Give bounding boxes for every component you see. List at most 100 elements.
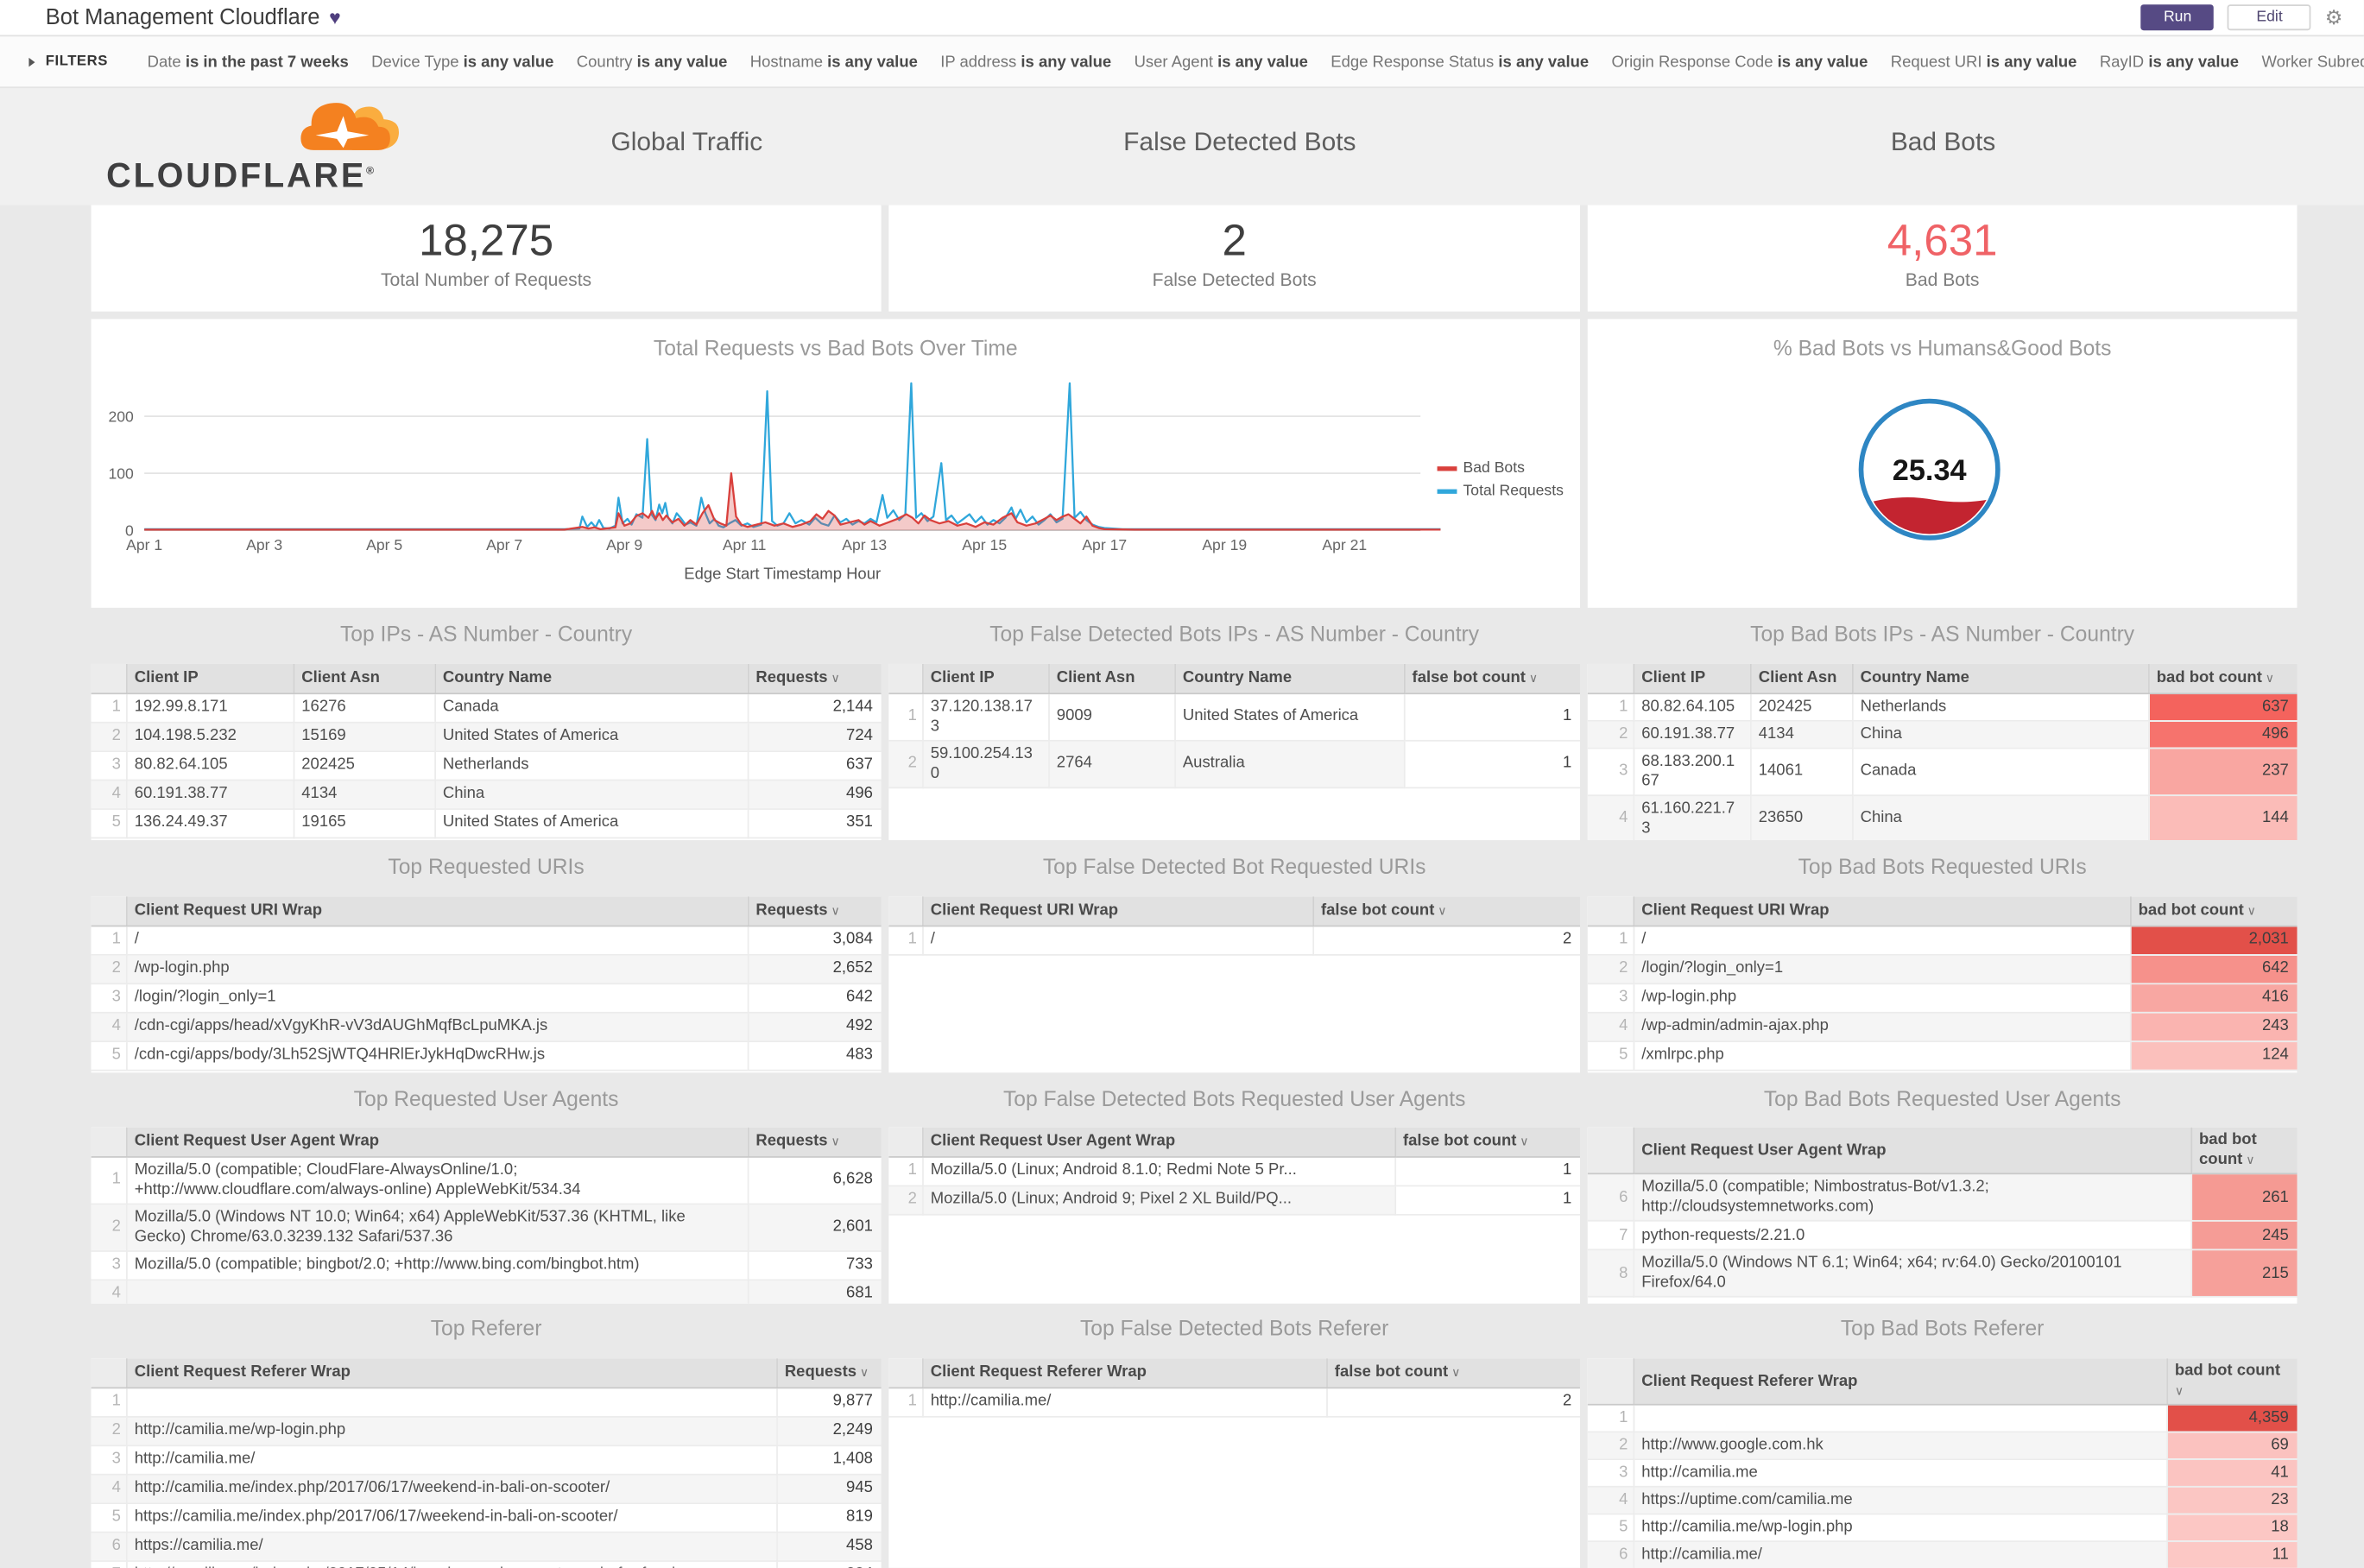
table-cell[interactable]: python-requests/2.21.0	[1633, 1220, 2192, 1251]
column-header[interactable]: Client Asn	[293, 663, 436, 694]
table-cell[interactable]: Mozilla/5.0 (Linux; Android 9; Pixel 2 X…	[922, 1185, 1396, 1215]
table-cell[interactable]: 642	[2129, 954, 2298, 984]
table-cell[interactable]: United States of America	[434, 808, 749, 838]
table-cell[interactable]: 483	[747, 1040, 882, 1071]
table-cell[interactable]: http://camilia.me/index.php/2017/06/17/w…	[126, 1473, 778, 1504]
table-cell[interactable]: http://camilia.me	[1633, 1459, 2168, 1488]
table-cell[interactable]: 2764	[1048, 739, 1176, 788]
filter-item[interactable]: Date is in the past 7 weeks	[148, 53, 349, 71]
table-cell[interactable]: 1	[1403, 692, 1580, 741]
table-cell[interactable]: 2	[1312, 925, 1580, 955]
table-cell[interactable]	[126, 1279, 749, 1304]
table-cell[interactable]: Mozilla/5.0 (compatible; CloudFlare-Alwa…	[126, 1156, 749, 1204]
table-cell[interactable]: 819	[776, 1502, 882, 1533]
table-cell[interactable]: 458	[776, 1531, 882, 1561]
table-cell[interactable]: 3,084	[747, 925, 882, 955]
table-cell[interactable]: Mozilla/5.0 (Windows NT 6.1; Win64; x64;…	[1633, 1249, 2192, 1298]
table-cell[interactable]: 351	[747, 808, 882, 838]
table-cell[interactable]: 37.120.138.173	[922, 692, 1050, 741]
table-cell[interactable]: 2,652	[747, 954, 882, 984]
table-cell[interactable]: 23650	[1750, 794, 1853, 841]
filter-item[interactable]: Request URI is any value	[1891, 53, 2077, 71]
column-header[interactable]: Client IP	[126, 663, 294, 694]
table-cell[interactable]: United States of America	[1174, 692, 1405, 741]
table-cell[interactable]: Canada	[1851, 747, 2149, 796]
table-cell[interactable]: 4,359	[2166, 1404, 2298, 1433]
table-cell[interactable]: 637	[2148, 692, 2298, 721]
run-button[interactable]: Run	[2140, 4, 2215, 31]
column-header[interactable]: Client Request URI Wrap	[126, 896, 749, 926]
table-cell[interactable]	[126, 1387, 778, 1417]
table-cell[interactable]: 136.24.49.37	[126, 808, 294, 838]
table-cell[interactable]: /	[126, 925, 749, 955]
table-cell[interactable]: 243	[2129, 1011, 2298, 1042]
table-cell[interactable]: 69	[2166, 1432, 2298, 1460]
filter-item[interactable]: Worker Subrequest is...	[2261, 53, 2363, 71]
filters-label[interactable]: FILTERS	[45, 53, 108, 70]
table-cell[interactable]: 2,601	[747, 1203, 882, 1252]
gear-icon[interactable]: ⚙	[2324, 6, 2343, 29]
table-cell[interactable]: 2,031	[2129, 925, 2298, 955]
table-cell[interactable]: 124	[2129, 1040, 2298, 1071]
table-cell[interactable]: 492	[747, 1011, 882, 1042]
table-cell[interactable]: 144	[2148, 794, 2298, 841]
legend-item[interactable]: Total Requests	[1437, 484, 1564, 500]
filter-item[interactable]: Hostname is any value	[750, 53, 918, 71]
table-cell[interactable]: http://camilia.me/index.php/2017/05/14/h…	[126, 1560, 778, 1568]
table-cell[interactable]: China	[1851, 720, 2149, 749]
filter-item[interactable]: Origin Response Code is any value	[1612, 53, 1868, 71]
table-cell[interactable]: /	[922, 925, 1314, 955]
column-header[interactable]: Client Request Referer Wrap	[126, 1358, 778, 1388]
column-header[interactable]: Client Request URI Wrap	[1633, 896, 2131, 926]
table-cell[interactable]: 9,877	[776, 1387, 882, 1417]
table-cell[interactable]: 416	[2129, 983, 2298, 1013]
table-cell[interactable]: 192.99.8.171	[126, 692, 294, 723]
column-header-sortable[interactable]: Requests ∨	[776, 1358, 882, 1388]
column-header[interactable]: Client IP	[1633, 663, 1751, 694]
table-cell[interactable]: 202425	[293, 750, 436, 781]
table-cell[interactable]: /wp-admin/admin-ajax.php	[1633, 1011, 2131, 1042]
column-header-sortable[interactable]: false bot count ∨	[1326, 1358, 1580, 1388]
table-cell[interactable]: 14061	[1750, 747, 1853, 796]
column-header[interactable]: Country Name	[434, 663, 749, 694]
edit-button[interactable]: Edit	[2228, 4, 2311, 31]
table-cell[interactable]: China	[1851, 794, 2149, 841]
column-header[interactable]: Country Name	[1851, 663, 2149, 694]
table-cell[interactable]: 1	[1394, 1156, 1580, 1186]
table-cell[interactable]: 284	[776, 1560, 882, 1568]
column-header[interactable]: Client IP	[922, 663, 1050, 694]
table-cell[interactable]: /login/?login_only=1	[126, 983, 749, 1013]
table-cell[interactable]: 80.82.64.105	[1633, 692, 1751, 721]
table-cell[interactable]: 60.191.38.77	[1633, 720, 1751, 749]
table-cell[interactable]: 237	[2148, 747, 2298, 796]
table-cell[interactable]: Australia	[1174, 739, 1405, 788]
filter-item[interactable]: User Agent is any value	[1135, 53, 1308, 71]
column-header-sortable[interactable]: bad bot count ∨	[2148, 663, 2298, 694]
column-header[interactable]: Client Request URI Wrap	[922, 896, 1314, 926]
table-cell[interactable]: 245	[2190, 1220, 2298, 1251]
table-cell[interactable]: http://camilia.me/wp-login.php	[1633, 1514, 2168, 1542]
column-header-sortable[interactable]: false bot count ∨	[1403, 663, 1580, 694]
table-cell[interactable]: 681	[747, 1279, 882, 1304]
table-cell[interactable]: /cdn-cgi/apps/body/3Lh52SjWTQ4HRlErJykHq…	[126, 1040, 749, 1071]
column-header-sortable[interactable]: false bot count ∨	[1312, 896, 1580, 926]
table-cell[interactable]: 60.191.38.77	[126, 779, 294, 809]
table-cell[interactable]: Mozilla/5.0 (compatible; bingbot/2.0; +h…	[126, 1250, 749, 1280]
column-header-sortable[interactable]: Requests ∨	[747, 663, 882, 694]
table-cell[interactable]: http://camilia.me/wp-login.php	[126, 1415, 778, 1446]
table-cell[interactable]: Mozilla/5.0 (compatible; Nimbostratus-Bo…	[1633, 1173, 2192, 1222]
table-cell[interactable]: 104.198.5.232	[126, 721, 294, 752]
table-cell[interactable]: /cdn-cgi/apps/head/xVgyKhR-vV3dAUGhMqfBc…	[126, 1011, 749, 1042]
table-cell[interactable]: 19165	[293, 808, 436, 838]
table-cell[interactable]: /wp-login.php	[1633, 983, 2131, 1013]
table-cell[interactable]: 733	[747, 1250, 882, 1280]
column-header[interactable]: Client Request User Agent Wrap	[922, 1127, 1396, 1157]
column-header[interactable]: Client Request User Agent Wrap	[126, 1127, 749, 1157]
column-header-sortable[interactable]: Requests ∨	[747, 1127, 882, 1157]
filter-item[interactable]: IP address is any value	[940, 53, 1111, 71]
table-cell[interactable]: Netherlands	[434, 750, 749, 781]
table-cell[interactable]: 642	[747, 983, 882, 1013]
table-cell[interactable]: https://camilia.me/	[126, 1531, 778, 1561]
table-cell[interactable]: Canada	[434, 692, 749, 723]
table-cell[interactable]: Mozilla/5.0 (Linux; Android 8.1.0; Redmi…	[922, 1156, 1396, 1186]
